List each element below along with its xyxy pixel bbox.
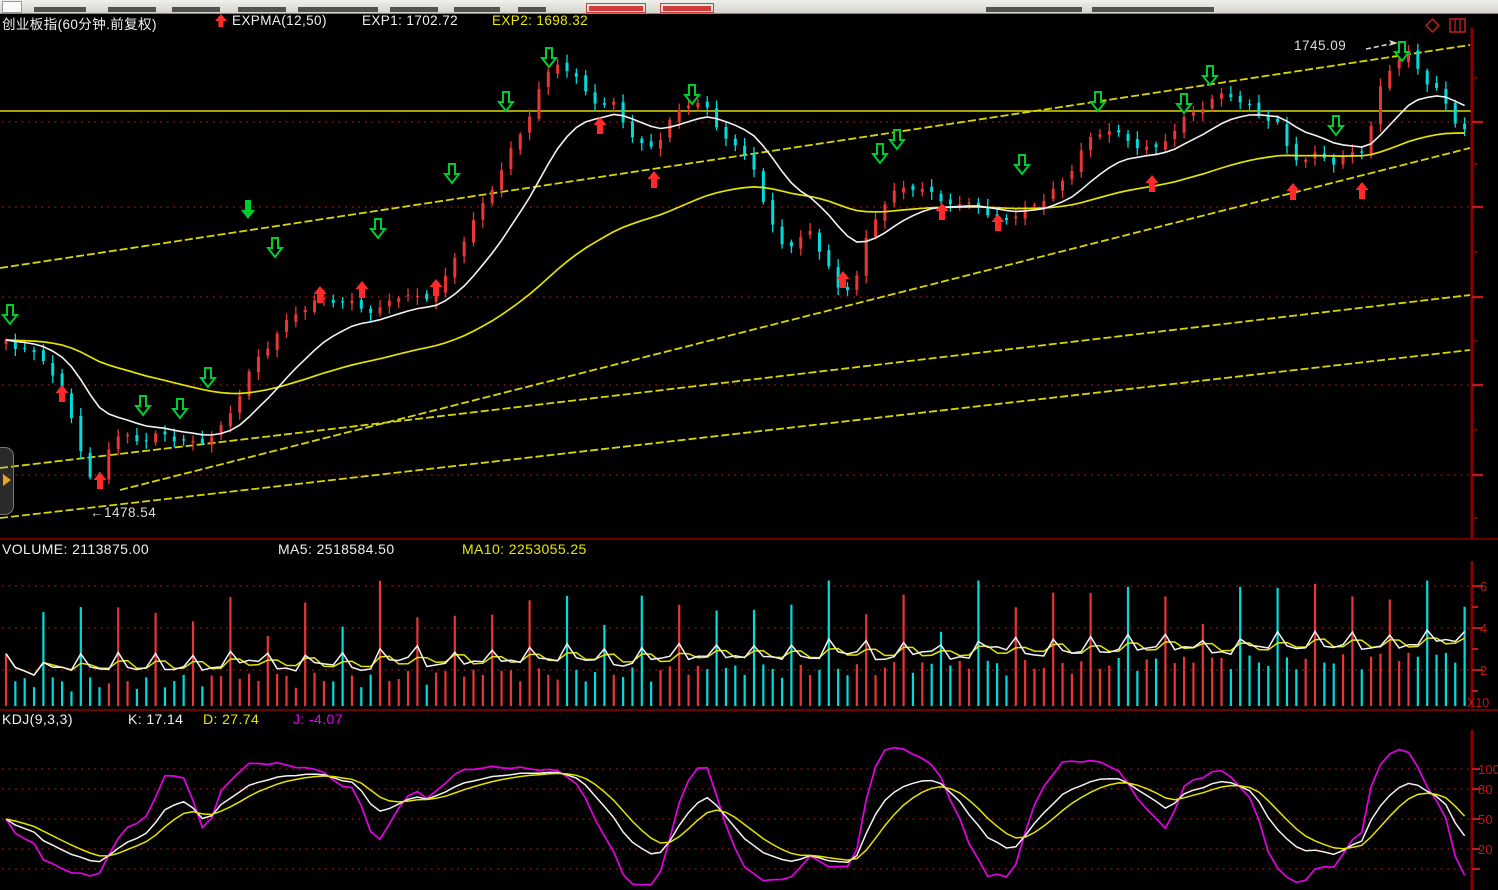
kdj-axis-label: 100 (1478, 762, 1498, 777)
panel-separator (0, 538, 1498, 540)
chart-title: 创业板指(60分钟.前复权) (2, 17, 157, 32)
sell-signal-arrow (1174, 93, 1194, 115)
exp2-line (5, 132, 1465, 395)
sell-signal-arrow (170, 398, 190, 420)
sell-signal-arrow (0, 304, 20, 326)
volume-value: VOLUME: 2113875.00 (2, 541, 150, 557)
kdj-axis-label: 20 (1478, 842, 1492, 857)
volume-axis-label: 6 (1480, 579, 1487, 594)
diamond-icon[interactable] (1425, 18, 1440, 33)
sell-signal-arrow (1392, 41, 1412, 63)
exp1-value: EXP1: 1702.72 (362, 13, 459, 28)
split-window-icon[interactable] (1449, 18, 1466, 33)
volume-chart-canvas[interactable]: 6 4 2 (0, 561, 1498, 708)
menu-item-stub[interactable] (238, 7, 286, 12)
signal-arrows-layer (0, 41, 1412, 489)
exp2-value: EXP2: 1698.32 (492, 13, 589, 28)
kdj-d: D: 27.74 (203, 711, 260, 727)
sell-signal-arrow (1200, 65, 1220, 87)
kdj-j: J: -4.07 (293, 711, 343, 727)
indicator-name: EXPMA(12,50) (232, 13, 327, 28)
buy-signal-arrow (1145, 175, 1159, 192)
sell-signal-arrow (539, 47, 559, 69)
kdj-name: KDJ(9,3,3) (2, 711, 73, 727)
volume-unit-label: X10 (1467, 696, 1490, 710)
menu-item-stub[interactable] (390, 7, 438, 12)
buy-signal-arrow (935, 203, 949, 220)
sell-signal-arrow (870, 143, 890, 165)
buy-signal-arrow (1286, 183, 1300, 200)
sell-signal-arrow (887, 129, 907, 151)
app-logo-icon (2, 1, 22, 13)
chart-header: 创业板指(60分钟.前复权) EXPMA(12,50) EXP1: 1702.7… (0, 13, 1498, 32)
menu-item-stub[interactable] (586, 3, 646, 13)
trend-channel-line (119, 147, 1471, 491)
volume-axis-label: 4 (1480, 621, 1487, 636)
main-chart-canvas[interactable] (0, 28, 1498, 538)
kdj-k: K: 17.14 (128, 711, 184, 727)
sell-signal-arrow (1012, 154, 1032, 176)
kdj-axis-label: 80 (1478, 782, 1492, 797)
buy-signal-arrow (313, 286, 327, 303)
sell-signal-arrow (133, 395, 153, 417)
annotation-high: 1745.09 (1294, 38, 1347, 53)
buy-signal-arrow (836, 271, 850, 288)
sell-signal-arrow (442, 163, 462, 185)
sell-signal-arrow (682, 84, 702, 106)
trend-channel-line (0, 294, 1471, 469)
menu-item-stub[interactable] (986, 7, 1082, 12)
panel-separator-2 (0, 709, 1498, 711)
kdj-k-line (5, 771, 1466, 863)
menu-item-stub[interactable] (298, 7, 378, 12)
sell-signal-arrow (241, 200, 255, 219)
sell-signal-arrow (1326, 115, 1346, 137)
buy-signal-arrow (647, 171, 661, 188)
kdj-d-line (5, 772, 1466, 861)
up-arrow-icon (215, 14, 227, 27)
buy-signal-arrow (991, 214, 1005, 231)
menu-item-stub[interactable] (660, 3, 714, 13)
kdj-chart-canvas[interactable]: 100 80 50 20 (0, 730, 1498, 890)
menu-item-stub[interactable] (172, 7, 220, 12)
buy-signal-arrow (55, 385, 69, 402)
sell-signal-arrow (496, 91, 516, 113)
volume-ma5-line (5, 628, 1466, 677)
volume-ma10: MA10: 2253055.25 (462, 541, 587, 557)
kdj-axis-label: 50 (1478, 812, 1492, 827)
menu-item-stub[interactable] (34, 7, 86, 12)
sell-signal-arrow (368, 218, 388, 240)
buy-signal-arrow (593, 117, 607, 134)
sell-signal-arrow (198, 367, 218, 389)
chart-window-icons (1425, 18, 1466, 33)
kdj-header: KDJ(9,3,3) K: 17.14 D: 27.74 J: -4.07 (0, 711, 1498, 729)
exp1-line (5, 95, 1465, 436)
buy-signal-arrow (93, 472, 107, 489)
menu-item-stub[interactable] (108, 7, 156, 12)
annotation-low: ←1478.54 (90, 505, 157, 520)
buy-signal-arrow (429, 279, 443, 296)
volume-ma10-line (5, 637, 1465, 677)
sell-signal-arrow (265, 237, 285, 259)
volume-ma5: MA5: 2518584.50 (278, 541, 395, 557)
menu-item-stub[interactable] (454, 7, 500, 12)
buy-signal-arrow (355, 281, 369, 298)
menu-bar[interactable] (0, 0, 1498, 14)
expand-arrow-icon (3, 474, 11, 486)
trend-channel-line (0, 349, 1471, 519)
menu-item-stub[interactable] (1092, 7, 1214, 12)
panel-expander[interactable] (0, 447, 14, 515)
trend-channel-line (0, 44, 1471, 269)
volume-header: VOLUME: 2113875.00 MA5: 2518584.50 MA10:… (0, 541, 1498, 559)
menu-item-stub[interactable] (518, 7, 546, 12)
kdj-j-line (5, 746, 1466, 886)
volume-axis-label: 2 (1480, 663, 1487, 678)
candles-layer (4, 43, 1467, 487)
sell-signal-arrow (1088, 91, 1108, 113)
buy-signal-arrow (1355, 182, 1369, 199)
